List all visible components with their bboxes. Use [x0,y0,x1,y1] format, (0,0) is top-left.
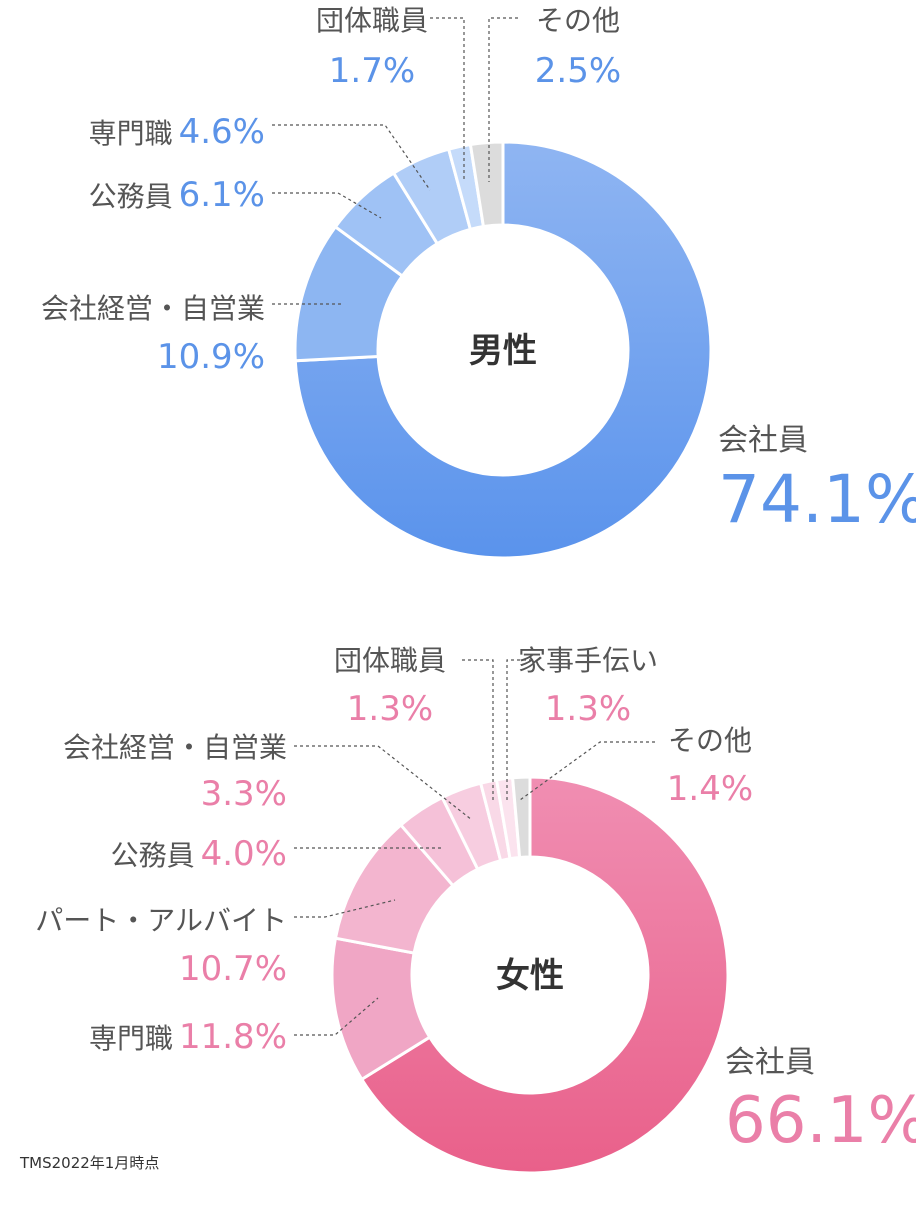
slice-label: 公務員 [89,180,173,213]
slice-label-inline: 公務員 6.1% [89,175,265,215]
slice-value: 74.1% [718,461,916,538]
slice-label: 会社員 [725,1045,815,1080]
slice-label: 団体職員 [334,644,446,677]
slice-label: 公務員 [111,839,195,872]
slice-label: その他 [668,724,752,757]
slice-label-inline: 公務員 4.0% [111,834,287,874]
leader-line [519,741,655,801]
slice-value: 1.4% [667,769,753,809]
leader-line [506,659,532,800]
slice-value: 11.8% [179,1017,287,1057]
leader-line [272,192,382,219]
slice-label: その他 [536,4,620,37]
slice-label-inline: 専門職 4.6% [89,112,265,152]
slice-label: 家事手伝い [518,644,658,677]
slice-label: 会社経営・自営業 [63,731,287,764]
leader-line [294,997,379,1036]
center-label: 男性 [469,331,537,371]
slice-value: 6.1% [179,175,265,215]
slice-value: 10.9% [157,337,265,377]
slice-value: 3.3% [201,774,287,814]
footnote: TMS2022年1月時点 [20,1154,160,1172]
slice-label: パート・アルバイト [35,904,287,937]
leader-line [294,899,396,918]
slice-female-0 [359,775,730,1175]
center-label: 女性 [496,956,564,996]
slice-male-5 [468,140,505,229]
slice-value: 2.5% [535,51,621,91]
slice-male-0 [293,140,713,560]
slice-value: 1.3% [545,689,631,729]
slice-value: 4.6% [179,112,265,152]
slice-value: 1.3% [347,689,433,729]
leader-line [488,17,518,182]
slice-label: 会社員 [718,423,808,458]
slice-female-7 [510,775,532,860]
slice-label: 専門職 [89,117,173,150]
leader-line [462,659,494,800]
slice-value: 10.7% [179,949,287,989]
slice-label: 会社経営・自営業 [41,292,265,325]
slice-label: 専門職 [89,1022,173,1055]
slice-value: 1.7% [329,51,415,91]
slice-label: 団体職員 [316,4,428,37]
leader-line [294,745,473,821]
leader-line [272,124,431,191]
slice-label-inline: 専門職 11.8% [89,1017,287,1057]
slice-value: 66.1% [725,1084,916,1158]
slice-value: 4.0% [201,834,287,874]
